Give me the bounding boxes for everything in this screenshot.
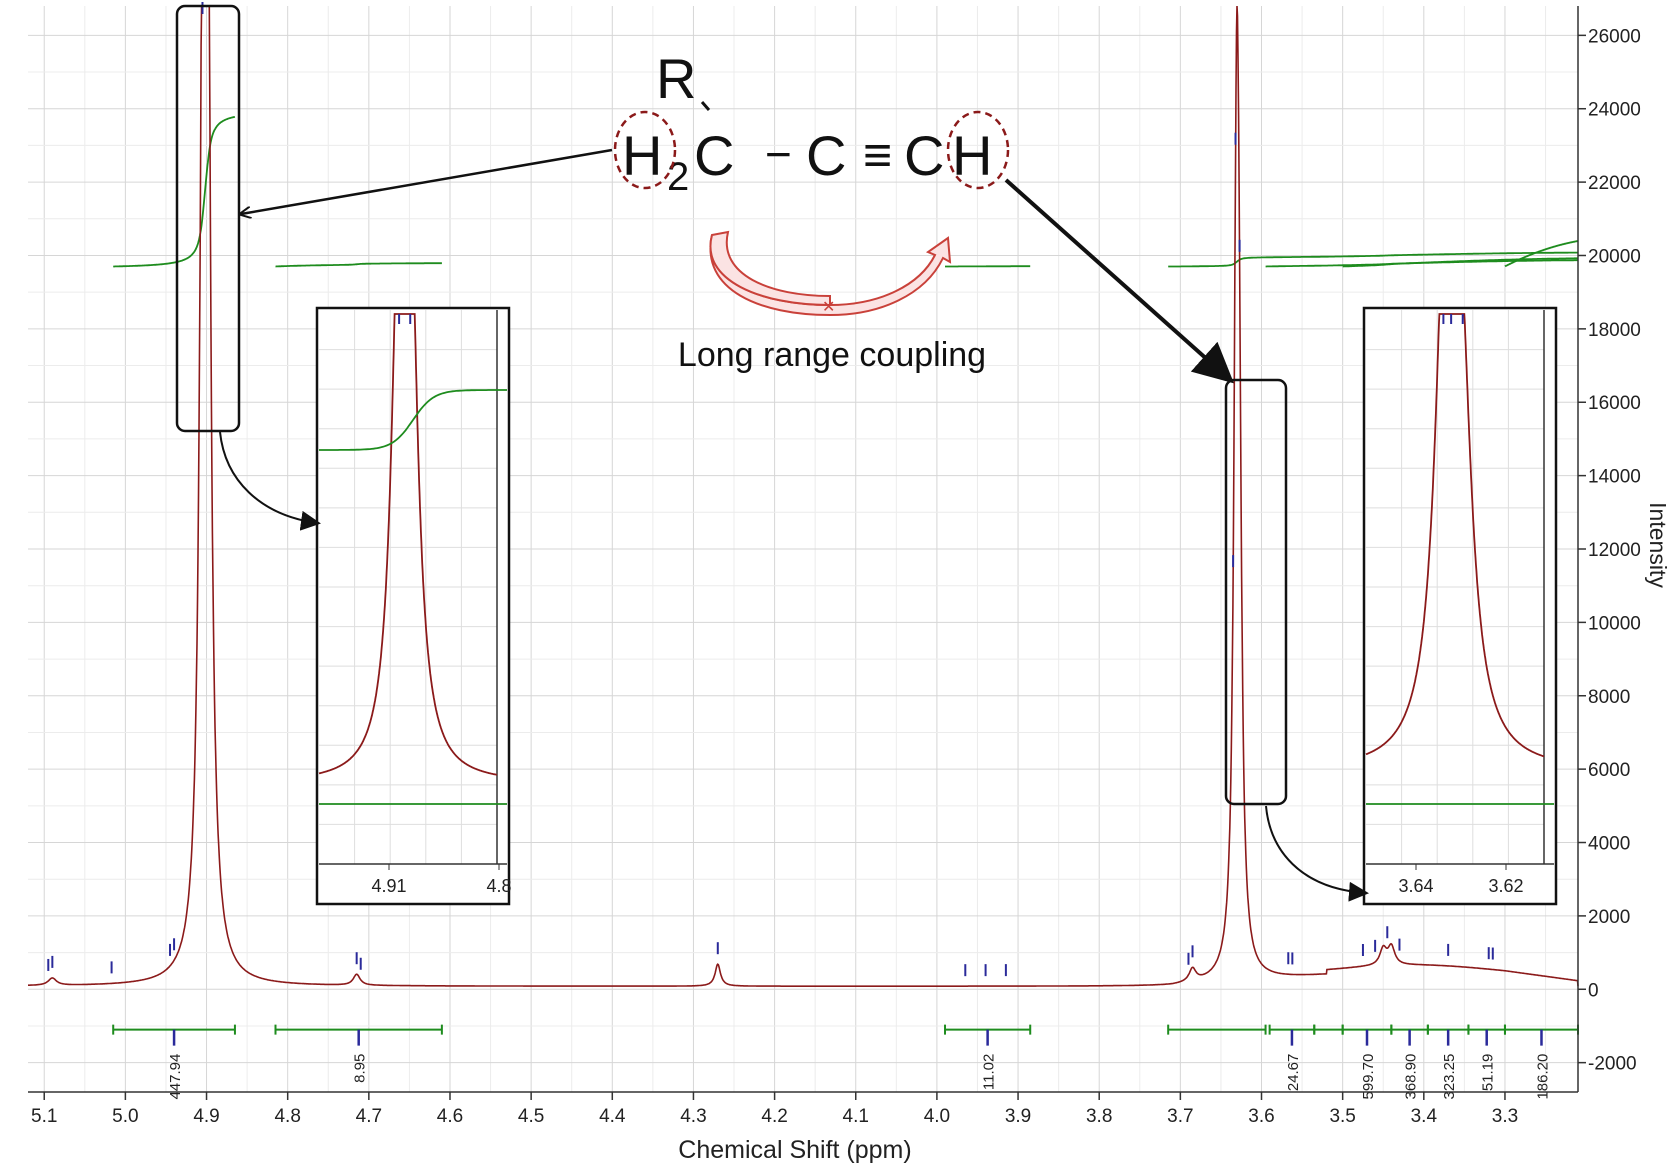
inset-x-tick-label: 3.64 (1398, 876, 1433, 896)
structure-sub2: 2 (667, 155, 689, 199)
y-tick-label: 2000 (1588, 907, 1630, 928)
x-axis-label: Chemical Shift (ppm) (678, 1136, 911, 1164)
integral-value: 11.02 (981, 1054, 998, 1090)
arrow-ch-to-peak (1006, 180, 1228, 378)
y-axis-label: Intensity (1645, 502, 1671, 588)
x-tick-label: 3.6 (1248, 1106, 1274, 1127)
y-tick-label: 0 (1588, 980, 1599, 1001)
arrow-box-to-inset-left (220, 432, 317, 523)
x-tick-label: 4.9 (193, 1106, 219, 1127)
inset-x-tick-label: 4.91 (371, 876, 406, 896)
y-tick-label: 26000 (1588, 26, 1641, 47)
inset-frame (1364, 308, 1556, 904)
spectrum (28, 6, 1578, 986)
x-tick-label: 4.6 (437, 1106, 463, 1127)
integral-curve (276, 263, 442, 266)
inset-frame (317, 308, 509, 904)
inset-right: 3.64 3.62 (1364, 308, 1556, 904)
integral-value: 24.67 (1285, 1054, 1302, 1092)
x-tick-label: 3.7 (1167, 1106, 1193, 1127)
structure-annotation: R H 2 C − C ≡ C H (615, 47, 1008, 199)
y-tick-label: -2000 (1588, 1054, 1637, 1075)
integral-value: 8.95 (352, 1054, 369, 1083)
x-tick-label: 4.8 (274, 1106, 300, 1127)
x-tick-label: 4.0 (924, 1106, 950, 1127)
structure-single-bond: − (765, 128, 792, 180)
y-tick-label: 18000 (1588, 320, 1641, 341)
y-tick-label: 8000 (1588, 687, 1630, 708)
x-tick-label: 3.8 (1086, 1106, 1112, 1127)
inset-x-tick-label: 4.8 (486, 876, 511, 896)
y-tick-label: 16000 (1588, 393, 1641, 414)
x-tick-label: 3.3 (1492, 1106, 1518, 1127)
x-tick-label: 4.4 (599, 1106, 626, 1127)
y-tick-label: 12000 (1588, 540, 1641, 561)
integral-curve (113, 117, 235, 267)
coupling-arrow: ✕ (710, 232, 950, 316)
x-tick-label: 4.1 (843, 1106, 869, 1127)
structure-c2: C (806, 124, 846, 187)
x-tick-label: 4.5 (518, 1106, 544, 1127)
y-tick-label: 6000 (1588, 760, 1630, 781)
x-tick-label: 4.2 (761, 1106, 787, 1127)
y-tick-label: 22000 (1588, 173, 1641, 194)
structure-c3: C (904, 124, 944, 187)
inset-x-tick-label: 3.62 (1488, 876, 1523, 896)
x-tick-label: 4.3 (680, 1106, 706, 1127)
structure-c1: C (694, 124, 734, 187)
structure-h: H (622, 124, 662, 187)
structure-triple-bond: ≡ (863, 127, 892, 183)
structure-r: R (656, 47, 696, 110)
coupling-label: Long range coupling (678, 336, 986, 374)
grid (28, 6, 1578, 1092)
inset-left: 4.91 4.8 (317, 308, 512, 904)
x-tick-label: 3.9 (1005, 1106, 1031, 1127)
y-tick-label: 20000 (1588, 246, 1641, 267)
spectrum-line (28, 6, 1578, 986)
integral-value: 51.19 (1480, 1054, 1497, 1092)
x-tick-label: 5.1 (31, 1106, 57, 1127)
y-tick-label: 14000 (1588, 467, 1641, 488)
x-tick-label: 3.4 (1411, 1106, 1438, 1127)
x-tick-label: 4.7 (356, 1106, 382, 1127)
y-tick-label: 24000 (1588, 100, 1641, 121)
highlight-box-right (1226, 380, 1286, 804)
x-tick-label: 3.5 (1329, 1106, 1355, 1127)
x-tick-label: 5.0 (112, 1106, 138, 1127)
coupling-arrow-mark: ✕ (822, 299, 835, 316)
y-tick-label: 4000 (1588, 834, 1630, 855)
arrow-box-to-inset-right (1266, 806, 1365, 893)
y-tick-label: 10000 (1588, 613, 1641, 634)
